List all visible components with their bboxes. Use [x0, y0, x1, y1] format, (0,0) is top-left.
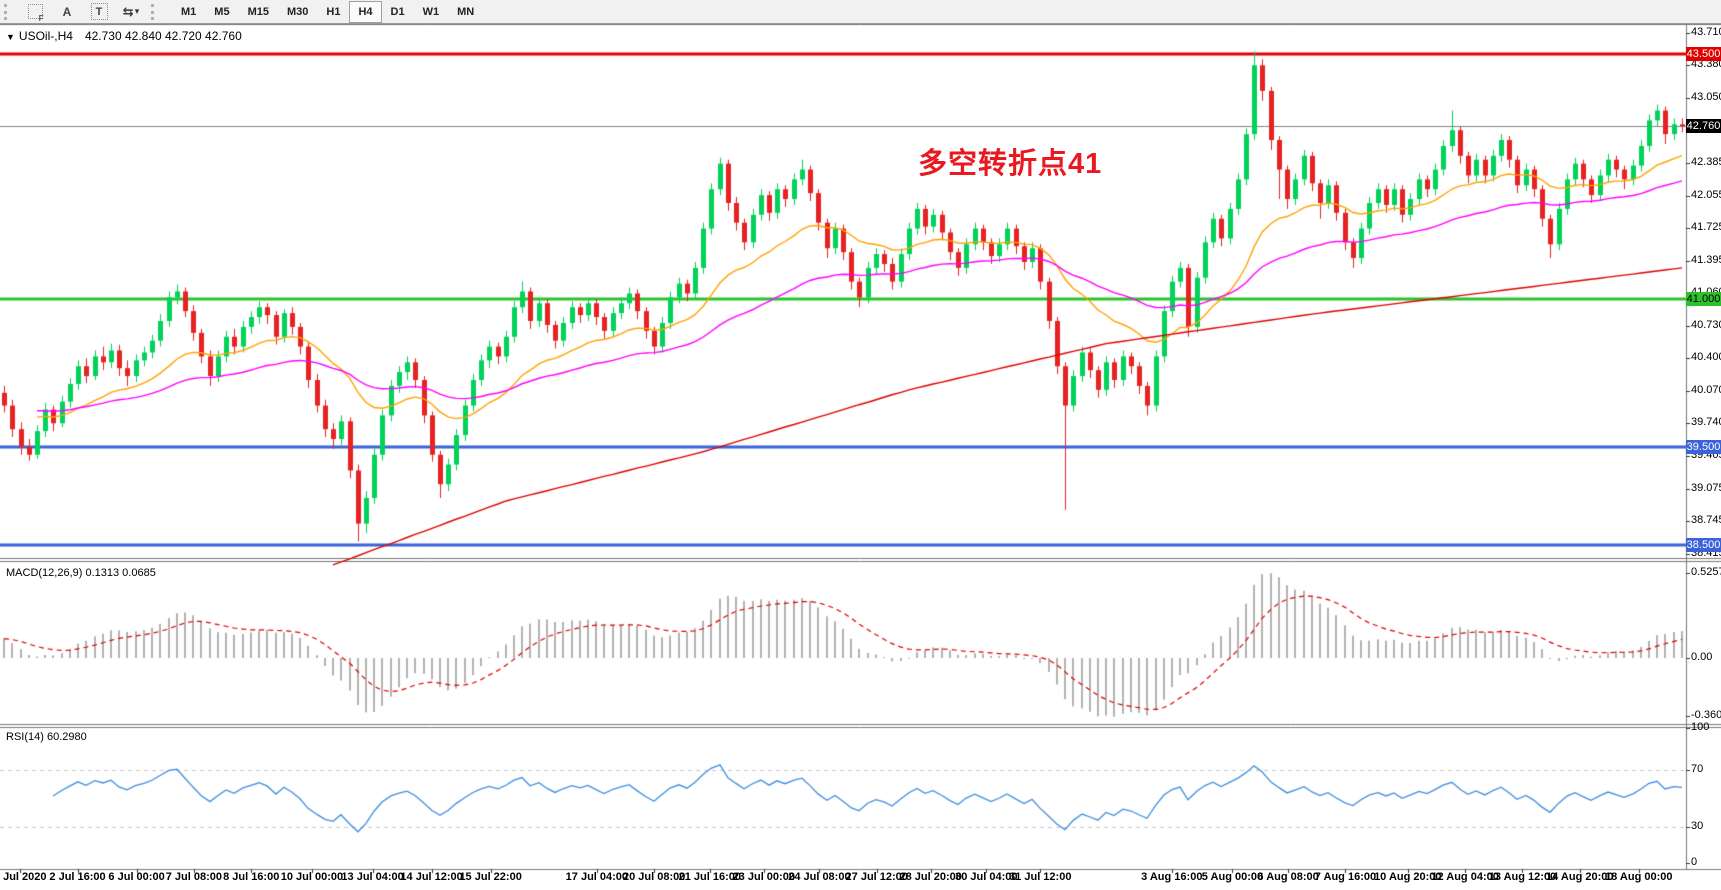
toolbar-grip	[4, 3, 13, 20]
timeframe-button-mn[interactable]: MN	[457, 5, 475, 18]
font-tool-button[interactable]: A	[53, 1, 81, 23]
timeframe-button-m1[interactable]: M1	[181, 5, 197, 18]
timeframe-button-m30[interactable]: M30	[286, 5, 309, 18]
text-tool-icon: T	[90, 3, 108, 20]
text-tool-button[interactable]: T	[85, 1, 113, 23]
timeframe-group: M1 M5 M15 M30 H1 H4 D1 W1 MN	[172, 0, 483, 23]
timeframe-button-w1[interactable]: W1	[422, 5, 440, 18]
chevron-down-icon[interactable]: ▾	[134, 6, 140, 16]
timeframe-button-h1[interactable]: H1	[326, 5, 341, 18]
timeframe-button-d1[interactable]: D1	[390, 5, 405, 18]
top-toolbar: F A T ⇆ ▾ M1 M5 M15 M30 H1 H4 D1 W1 MN	[0, 0, 1721, 24]
indicator-window-button[interactable]: F	[21, 1, 49, 23]
font-a-icon: A	[62, 4, 72, 19]
timeframe-button-m5[interactable]: M5	[214, 5, 230, 18]
cursor-arrows-icon: ⇆	[122, 3, 134, 19]
toolbar-grip	[151, 3, 160, 20]
grid-icon: F	[27, 4, 44, 23]
chart-canvas[interactable]	[0, 24, 1721, 890]
timeframe-button-m15[interactable]: M15	[247, 5, 269, 18]
cursor-tool-button[interactable]: ⇆ ▾	[117, 1, 145, 23]
timeframe-button-h4[interactable]: H4	[349, 0, 382, 23]
